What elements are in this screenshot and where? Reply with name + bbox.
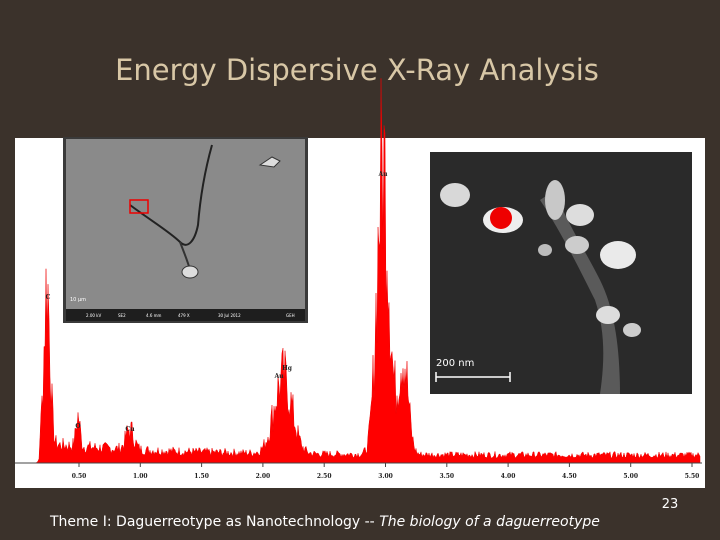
sem-info-item: 30 Jul 2012: [218, 313, 241, 318]
page-number: 23: [662, 497, 679, 512]
axis-label: 4.50: [562, 473, 577, 480]
slide-title: Energy Dispersive X-Ray Analysis: [115, 53, 599, 87]
axis-label: 5.50: [685, 473, 700, 480]
peak-label: Au: [377, 171, 388, 178]
peak-label: Cu: [125, 426, 135, 433]
footer-italic: The biology of a daguerreotype: [379, 514, 600, 530]
peak-label: Hg: [282, 365, 293, 372]
sem-info-bar: [66, 309, 305, 321]
closeup-particle: [596, 306, 620, 324]
closeup-particle: [565, 236, 589, 254]
closeup-particle: [623, 323, 641, 337]
sem-info: 2.00 kV SE2 4.6 mm 479 X 30 Jul 2012 GEH: [86, 313, 295, 318]
sem-field: [66, 139, 305, 309]
footer: Theme I: Daguerreotype as Nanotechnology…: [49, 514, 600, 530]
axis-label: 3.50: [439, 473, 454, 480]
peak-label: Au: [273, 373, 284, 380]
sem-info-item: SE2: [118, 313, 126, 318]
sem-selection: [129, 199, 149, 214]
sem-info-item: 479 X: [178, 313, 190, 318]
closeup-particle: [566, 204, 594, 226]
closeup-scale-bar: [435, 372, 511, 382]
closeup-particle: [440, 183, 470, 207]
sem-particle: [181, 265, 199, 279]
closeup-marker: [490, 207, 512, 229]
spectrum-group: [30, 78, 701, 464]
closeup-scale-bg: [430, 353, 522, 394]
axis-label: 1.00: [133, 473, 148, 480]
axis-label: 4.00: [501, 473, 516, 480]
axis-label: 1.50: [194, 473, 209, 480]
closeup-scale: 200 nm: [436, 358, 474, 369]
closeup-particle: [538, 244, 552, 256]
closeup-image: 200 nm: [430, 152, 692, 394]
peak-label: O: [75, 423, 80, 430]
sem-info-item: GEH: [286, 313, 295, 318]
axis-label: 3.00: [378, 473, 393, 480]
sem-debris: [258, 156, 281, 168]
sem-image: 10 µm 2.00 kV SE2 4.6 mm 479 X 30 Jul 2012 GE…: [63, 137, 308, 323]
axis-label: 0.50: [72, 473, 87, 480]
closeup-particle: [600, 241, 636, 269]
axis-label: 2.00: [256, 473, 271, 480]
peak-label: C: [46, 294, 51, 301]
spectrum: [30, 78, 701, 464]
sem-info-item: 2.00 kV: [86, 313, 101, 318]
axis-ticks: 0.50 1.00 1.50 2.00 2.50 3.00 3.50 4.00 4.50 5.00…: [72, 463, 700, 480]
sem-info-item: 4.6 mm: [146, 313, 162, 318]
closeup-particle: [545, 180, 565, 220]
sem-fiber: [129, 144, 213, 246]
axis-label: 5.00: [623, 473, 638, 480]
axis-label: 2.50: [317, 473, 332, 480]
sem-scale: 10 µm: [70, 297, 86, 303]
footer-text: Theme I: Daguerreotype as Nanotechnology…: [49, 514, 379, 530]
